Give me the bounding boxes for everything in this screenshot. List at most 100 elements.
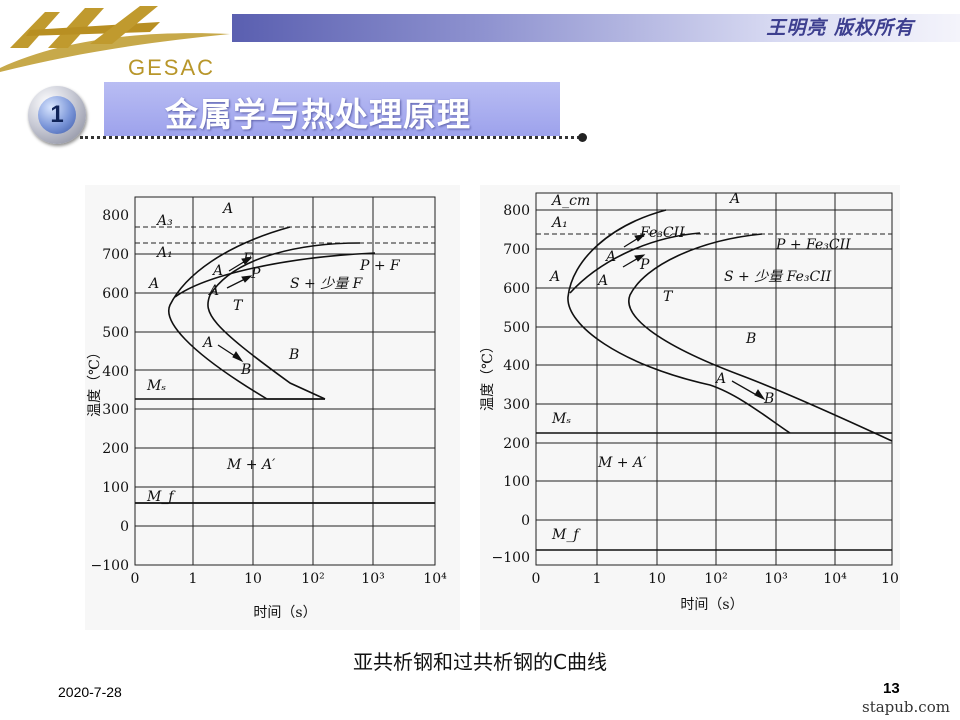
left-label-b: B: [288, 347, 299, 363]
figure-caption: 亚共析钢和过共析钢的C曲线: [353, 650, 607, 674]
right-label-a1: A₁: [550, 215, 568, 231]
right-y-tick: 600: [503, 281, 530, 297]
left-curves: [135, 226, 435, 504]
left-ttt-diagram: 800 700 600 500 400 300 200 100 0 −100 0…: [85, 185, 460, 630]
right-label-t: T: [663, 289, 674, 305]
left-y-tick: 500: [102, 325, 129, 341]
right-label-a-p: A: [596, 273, 608, 289]
title-dotted-line: [80, 136, 580, 139]
left-label-a-f: A: [211, 263, 223, 279]
left-y-tick: 400: [102, 364, 129, 380]
right-label-a-b: A: [714, 371, 726, 387]
left-label-a3: A₃: [155, 213, 173, 229]
right-label-b: B: [745, 331, 756, 347]
left-y-tick: 100: [102, 480, 129, 496]
left-label-t: T: [233, 298, 244, 314]
right-x-ticks: 0 1 10 10² 10³ 10⁴ 10: [532, 571, 899, 587]
left-label-mf: M_f: [146, 489, 176, 505]
right-label-mf: M_f: [551, 527, 581, 543]
left-label-p-f: P + F: [359, 258, 401, 274]
right-label-acm: A_cm: [550, 193, 590, 209]
left-ferrite-curve: [174, 252, 376, 298]
right-start-curve: [567, 209, 791, 434]
right-phase-labels: A_cm A₁ A A Fe₃CII A P P + Fe₃CII A S + …: [548, 191, 851, 543]
right-label-p: P: [639, 257, 650, 273]
right-label-m-a: M + A′: [597, 455, 647, 471]
right-label-p-fe3c: P + Fe₃CII: [775, 237, 851, 253]
right-label-a-left: A: [548, 269, 560, 285]
logo-wing-right: [90, 6, 158, 44]
left-y-tick: −100: [91, 558, 129, 574]
right-label-s: S + 少量 Fe₃CII: [724, 269, 832, 285]
right-curves: [536, 209, 893, 551]
left-start-curve: [168, 226, 325, 400]
left-x-ticks: 0 1 10 10² 10³ 10⁴: [131, 571, 448, 587]
left-label-p: P: [250, 266, 261, 282]
left-label-b-arrow: B: [240, 362, 251, 378]
left-label-ms: Mₛ: [146, 378, 166, 394]
left-y-tick: 300: [102, 402, 129, 418]
left-y-tick: 600: [102, 286, 129, 302]
watermark-text: stapub.com: [862, 698, 950, 716]
right-x-tick: 10⁴: [823, 571, 847, 587]
right-grid: [535, 192, 893, 566]
header-bar: [232, 14, 960, 42]
right-y-tick: 400: [503, 358, 530, 374]
left-x-tick: 10²: [301, 571, 324, 587]
logo-text: GESAC: [128, 55, 215, 80]
left-y-tick: 700: [102, 247, 129, 263]
right-x-tick: 10: [648, 571, 666, 587]
left-label-m-a: M + A′: [226, 457, 276, 473]
title-background: [104, 82, 560, 136]
right-cementite-curve: [569, 232, 701, 294]
left-y-tick: 200: [102, 441, 129, 457]
section-number: 1: [38, 96, 76, 134]
right-y-ticks: 800 700 600 500 400 300 200 100 0 −100: [492, 203, 530, 566]
right-y-tick: 0: [521, 513, 530, 529]
right-label-a-top: A: [728, 191, 740, 207]
left-label-a-top: A: [221, 201, 233, 217]
left-x-tick: 1: [189, 571, 198, 587]
left-label-a-b: A: [201, 335, 213, 351]
left-phase-labels: A₃ A₁ A A F A P P + F A S + 少量 F T A B B…: [146, 201, 401, 505]
right-y-tick: 800: [503, 203, 530, 219]
left-label-s: S + 少量 F: [290, 276, 364, 292]
right-y-tick: 300: [503, 397, 530, 413]
right-y-tick: 500: [503, 320, 530, 336]
right-y-axis-label: 温度（℃）: [480, 339, 496, 411]
left-y-axis-label: 温度（℃）: [87, 345, 103, 417]
right-label-b-arrow: B: [763, 391, 774, 407]
copyright-text: 王明亮 版权所有: [766, 17, 914, 39]
left-y-ticks: 800 700 600 500 400 300 200 100 0 −100: [91, 208, 129, 574]
left-diagram-background: [85, 185, 460, 630]
right-y-tick: −100: [492, 550, 530, 566]
right-x-tick: 10: [881, 571, 899, 587]
left-label-a1: A₁: [155, 245, 173, 261]
left-label-a-left: A: [147, 276, 159, 292]
left-arrows: [217, 257, 253, 363]
left-x-tick: 10: [244, 571, 262, 587]
right-x-tick: 0: [532, 571, 541, 587]
left-x-tick: 0: [131, 571, 140, 587]
footer-date: 2020-7-28: [58, 684, 122, 700]
left-label-a-p: A: [207, 283, 219, 299]
right-x-axis-label: 时间（s）: [680, 597, 743, 613]
right-arrows: [622, 234, 766, 401]
right-label-a-fe: A: [604, 249, 616, 265]
left-critical-lines: [135, 226, 435, 244]
right-x-tick: 10³: [764, 571, 787, 587]
title-dotted-line-end: [578, 133, 587, 142]
left-label-f: F: [242, 251, 254, 267]
right-x-tick: 1: [593, 571, 602, 587]
right-label-ms: Mₛ: [551, 411, 571, 427]
left-x-tick: 10⁴: [423, 571, 447, 587]
left-y-tick: 0: [120, 519, 129, 535]
right-finish-curve: [628, 233, 893, 442]
right-diagram-background: [480, 185, 900, 630]
left-finish-curve: [207, 242, 361, 400]
right-y-tick: 100: [503, 474, 530, 490]
right-ttt-diagram: 800 700 600 500 400 300 200 100 0 −100 0…: [480, 185, 900, 630]
right-label-fe3c: Fe₃CII: [639, 225, 685, 241]
page-number: 13: [883, 680, 900, 697]
gesac-logo: GESAC: [0, 0, 230, 80]
